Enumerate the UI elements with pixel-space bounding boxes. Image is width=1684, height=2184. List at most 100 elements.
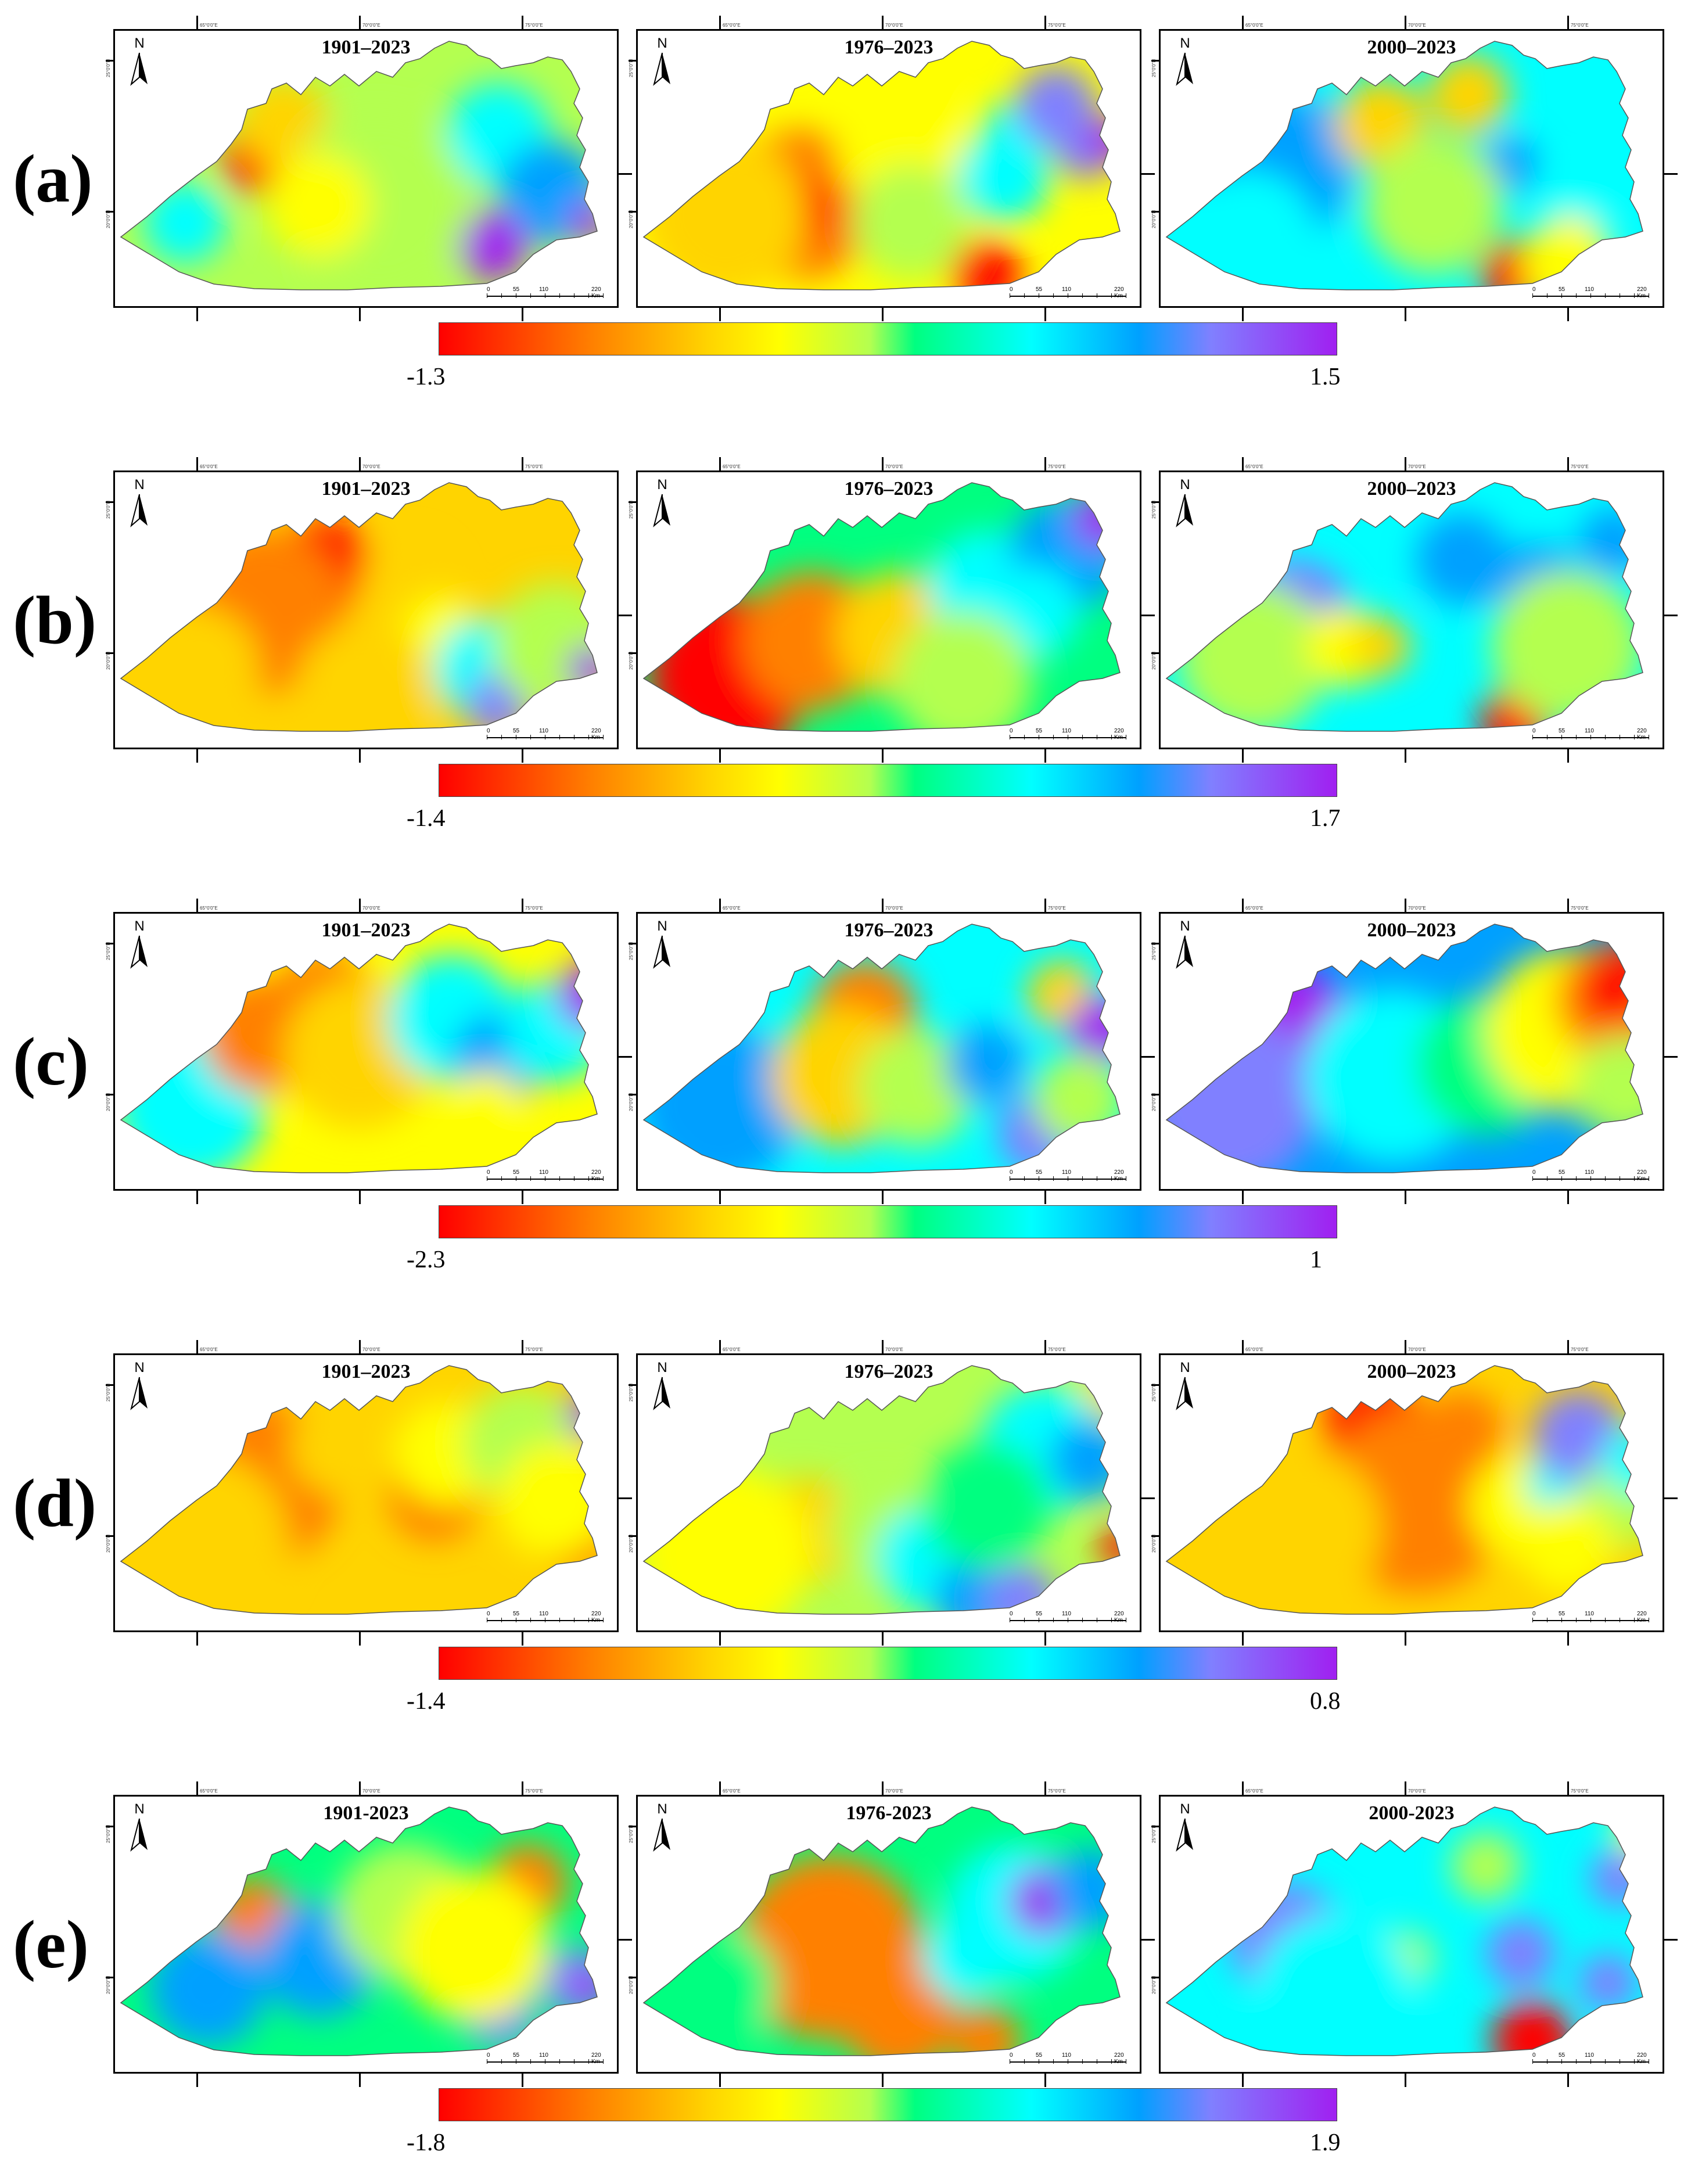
graticule-tick [1242, 2073, 1244, 2087]
graticule-tick [1664, 1939, 1678, 1941]
scale-bar-label: 110 [1585, 286, 1594, 293]
latitude-label: 25°0'0"N [106, 942, 111, 960]
scale-bar-label: 110 [539, 2052, 548, 2059]
scale-bar: 0 55 110 220 Km [1532, 728, 1654, 745]
graticule-tick [1405, 1340, 1406, 1354]
longitude-label: 65°0'0"E [200, 464, 218, 469]
scale-bar: 0 55 110 220 Km [487, 1169, 609, 1187]
scale-bar-label: 220 Km [1637, 1169, 1654, 1182]
graticule-tick [1567, 2073, 1569, 2087]
longitude-label: 70°0'0"E [362, 1347, 380, 1352]
scale-bar-tick [1576, 2059, 1577, 2064]
scale-bar-tick [588, 1618, 589, 1622]
scale-bar-tick [1561, 735, 1562, 739]
longitude-label: 70°0'0"E [885, 464, 903, 469]
scale-bar: 0 55 110 220 Km [1010, 728, 1132, 745]
scale-bar-tick [1024, 2059, 1025, 2064]
scale-bar: 0 55 110 220 Km [1532, 1169, 1654, 1187]
scale-bar-label: 220 Km [591, 728, 609, 741]
map-panel: 1976-2023 N 0 55 110 220 Km 65°0'0"E 70°0'0"E 7… [636, 1795, 1141, 2074]
colorbar-max-label: 1.5 [1310, 363, 1341, 391]
scale-bar-label: 55 [1559, 728, 1565, 734]
graticule-tick [522, 1190, 523, 1204]
scale-bar-tick [1605, 1618, 1606, 1622]
map-canvas [115, 914, 617, 1189]
longitude-label: 65°0'0"E [200, 1347, 218, 1352]
longitude-label: 65°0'0"E [1245, 1788, 1263, 1794]
scale-bar-tick [1576, 1176, 1577, 1181]
graticule-tick [522, 1632, 523, 1646]
graticule-tick [522, 2073, 523, 2087]
graticule-tick [1141, 1497, 1155, 1499]
longitude-label: 70°0'0"E [885, 1347, 903, 1352]
scale-bar-label: 55 [513, 2052, 519, 2059]
graticule-tick [1242, 16, 1244, 30]
graticule-tick [359, 1781, 361, 1795]
value-blob [1579, 1953, 1637, 2011]
scale-bar-tick [1082, 1618, 1083, 1622]
longitude-label: 70°0'0"E [1408, 1347, 1426, 1352]
longitude-label: 75°0'0"E [1571, 1347, 1589, 1352]
value-blob [1352, 617, 1410, 676]
graticule-tick [1405, 2073, 1406, 2087]
period-title: 1976-2023 [638, 1802, 1140, 1824]
graticule-tick [882, 1190, 884, 1204]
scale-bar-label: 110 [1062, 286, 1071, 293]
map-panel: 1976–2023 N 0 55 110 220 Km 65°0'0"E 70°0'0"E 7… [636, 470, 1141, 749]
scale-bar-tick [530, 293, 531, 298]
period-title: 2000–2023 [1161, 919, 1663, 942]
north-arrow-shape [651, 1376, 674, 1411]
interpolated-surface [115, 31, 617, 306]
colorbar-max-label: 1.9 [1310, 2129, 1341, 2157]
longitude-label: 75°0'0"E [525, 23, 543, 28]
north-letter: N [128, 35, 151, 52]
value-blob [649, 1924, 777, 2052]
graticule-tick [882, 2073, 884, 2087]
interpolated-surface [638, 1355, 1140, 1630]
longitude-label: 70°0'0"E [362, 906, 380, 911]
interpolated-surface [638, 472, 1140, 748]
scale-bar-label: 0 [487, 1611, 490, 1617]
map-panel: 1976–2023 N 0 55 110 220 Km 65°0'0"E 70°0'0"E 7… [636, 912, 1141, 1191]
map-panel: 1901–2023 N055110220 Km65°0'0"E70°0'0"E7… [113, 1353, 619, 1632]
scale-bar-label: 55 [1559, 1169, 1565, 1176]
scale-bar-label: 220 Km [1637, 286, 1654, 299]
scale-bar-label: 0 [1532, 1169, 1536, 1176]
longitude-label: 75°0'0"E [525, 906, 543, 911]
north-arrow-icon: N [1173, 1801, 1197, 1853]
value-blob [1100, 1526, 1140, 1567]
graticule-tick [618, 615, 632, 616]
latitude-label: 20°0'0"N [1151, 210, 1157, 228]
graticule-tick [1044, 1340, 1046, 1354]
longitude-label: 75°0'0"E [1571, 23, 1589, 28]
graticule-tick [882, 1781, 884, 1795]
scale-bar-tick [1590, 1618, 1591, 1622]
latitude-label: 25°0'0"N [629, 1825, 634, 1843]
graticule-tick [1567, 1340, 1569, 1354]
graticule-tick [1567, 457, 1569, 471]
north-letter: N [128, 918, 151, 935]
longitude-label: 65°0'0"E [723, 23, 741, 28]
scale-bar-tick [1634, 2059, 1635, 2064]
graticule-tick [1044, 749, 1046, 763]
graticule-tick [196, 1190, 198, 1204]
north-arrow-icon: N [1173, 1360, 1197, 1412]
interpolated-surface [638, 1797, 1140, 2072]
graticule-tick [1044, 307, 1046, 321]
scale-bar-tick [501, 735, 502, 739]
longitude-label: 70°0'0"E [1408, 464, 1426, 469]
interpolated-surface [1161, 914, 1663, 1189]
graticule-tick [196, 749, 198, 763]
value-blob [853, 164, 969, 281]
value-blob [1254, 1913, 1416, 2072]
map-canvas [638, 472, 1140, 748]
value-blob [452, 1071, 522, 1140]
scale-bar-label: 0 [1010, 728, 1013, 734]
colorbar [439, 764, 1337, 797]
scale-bar-tick [1082, 1176, 1083, 1181]
scale-bar: 0 55 110 220 Km [1010, 286, 1132, 304]
value-blob [922, 1442, 1050, 1570]
graticule-tick [522, 16, 523, 30]
longitude-label: 75°0'0"E [1048, 1347, 1066, 1352]
graticule-tick [1567, 16, 1569, 30]
